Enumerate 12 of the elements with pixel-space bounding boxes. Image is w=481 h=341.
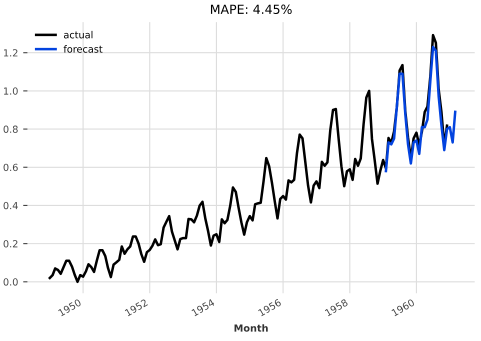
chart-title: MAPE: 4.45% [210,4,292,14]
y-tick-label: 0.6 [4,164,18,172]
line-series [384,46,456,172]
y-tick-label: 0.2 [4,240,18,248]
y-tick-label: 0.0 [4,278,18,286]
y-tick-label: 0.4 [4,202,18,210]
y-tick-label: 0.8 [4,126,18,133]
legend-label: actual [64,30,92,38]
y-tick-label: 1.0 [4,87,18,95]
legend-label: forecast [64,45,102,53]
y-tick-label: 1.2 [4,49,18,56]
x-axis-title: Month [234,324,268,332]
